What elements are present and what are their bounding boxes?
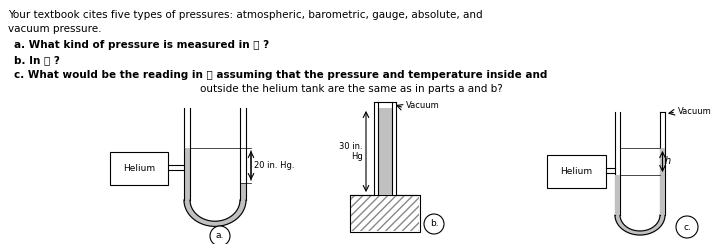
- Circle shape: [210, 226, 230, 244]
- Text: outside the helium tank are the same as in parts a and b?: outside the helium tank are the same as …: [200, 84, 503, 94]
- Text: vacuum pressure.: vacuum pressure.: [8, 24, 102, 34]
- Circle shape: [424, 214, 444, 234]
- Bar: [351, 196, 419, 231]
- Text: 30 in.
Hg: 30 in. Hg: [339, 142, 363, 161]
- Text: Vacuum: Vacuum: [678, 108, 712, 116]
- Text: Vacuum: Vacuum: [406, 102, 440, 111]
- Circle shape: [676, 216, 698, 238]
- Polygon shape: [184, 200, 246, 226]
- Text: h: h: [664, 156, 671, 166]
- Text: a.: a.: [216, 232, 224, 241]
- Text: b. In ⓑ ?: b. In ⓑ ?: [14, 55, 60, 65]
- Bar: [184, 148, 190, 200]
- Bar: [350, 195, 420, 232]
- Bar: [110, 152, 168, 185]
- Text: b.: b.: [430, 220, 438, 228]
- Text: Your textbook cites five types of pressures: atmospheric, barometric, gauge, abs: Your textbook cites five types of pressu…: [8, 10, 483, 20]
- Text: c.: c.: [683, 223, 691, 232]
- Text: Helium: Helium: [561, 167, 593, 176]
- Text: 20 in. Hg.: 20 in. Hg.: [254, 161, 294, 170]
- Bar: [615, 175, 620, 215]
- Bar: [240, 183, 246, 200]
- Polygon shape: [615, 215, 665, 235]
- Text: c. What would be the reading in ⓒ assuming that the pressure and temperature ins: c. What would be the reading in ⓒ assumi…: [14, 70, 547, 80]
- Text: Helium: Helium: [123, 164, 155, 173]
- Bar: [547, 155, 606, 188]
- Bar: [378, 108, 392, 195]
- Bar: [660, 148, 665, 215]
- Text: a. What kind of pressure is measured in ⓐ ?: a. What kind of pressure is measured in …: [14, 40, 269, 50]
